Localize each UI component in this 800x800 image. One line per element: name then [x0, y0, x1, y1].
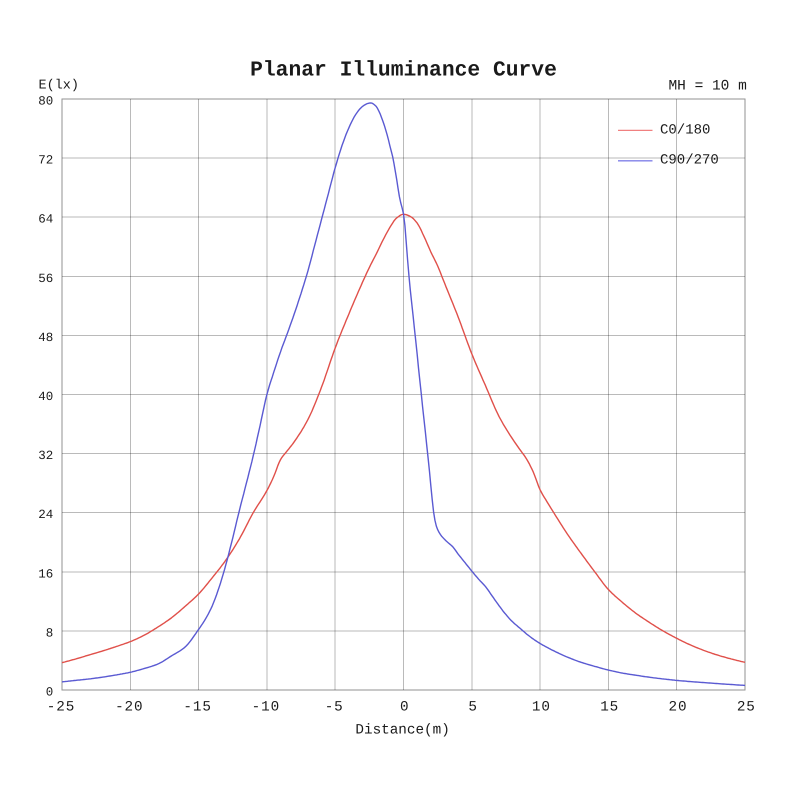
- svg-text:72: 72: [38, 154, 53, 168]
- svg-text:8: 8: [46, 626, 54, 640]
- svg-text:-15: -15: [183, 700, 211, 716]
- svg-text:MH = 10 m: MH = 10 m: [668, 78, 746, 94]
- svg-text:15: 15: [600, 700, 619, 716]
- svg-text:C0/180: C0/180: [660, 123, 710, 139]
- svg-text:48: 48: [38, 331, 53, 345]
- svg-text:64: 64: [38, 213, 53, 227]
- svg-text:24: 24: [38, 508, 53, 522]
- svg-text:E(lx): E(lx): [39, 79, 80, 94]
- svg-text:32: 32: [38, 449, 53, 463]
- svg-text:25: 25: [737, 700, 756, 716]
- svg-text:-5: -5: [325, 700, 344, 716]
- svg-text:5: 5: [468, 700, 477, 716]
- svg-text:0: 0: [400, 700, 409, 716]
- svg-text:20: 20: [669, 700, 688, 716]
- svg-text:Distance(m): Distance(m): [355, 722, 449, 738]
- svg-text:C90/270: C90/270: [660, 153, 719, 169]
- svg-text:40: 40: [38, 390, 53, 404]
- svg-text:80: 80: [38, 95, 53, 109]
- svg-text:-10: -10: [252, 700, 280, 716]
- svg-text:Planar Illuminance Curve: Planar Illuminance Curve: [250, 58, 557, 82]
- svg-text:16: 16: [38, 567, 53, 581]
- svg-text:56: 56: [38, 272, 53, 286]
- svg-text:10: 10: [532, 700, 551, 716]
- svg-text:-25: -25: [47, 700, 75, 716]
- svg-text:-20: -20: [115, 700, 143, 716]
- svg-text:0: 0: [46, 686, 54, 700]
